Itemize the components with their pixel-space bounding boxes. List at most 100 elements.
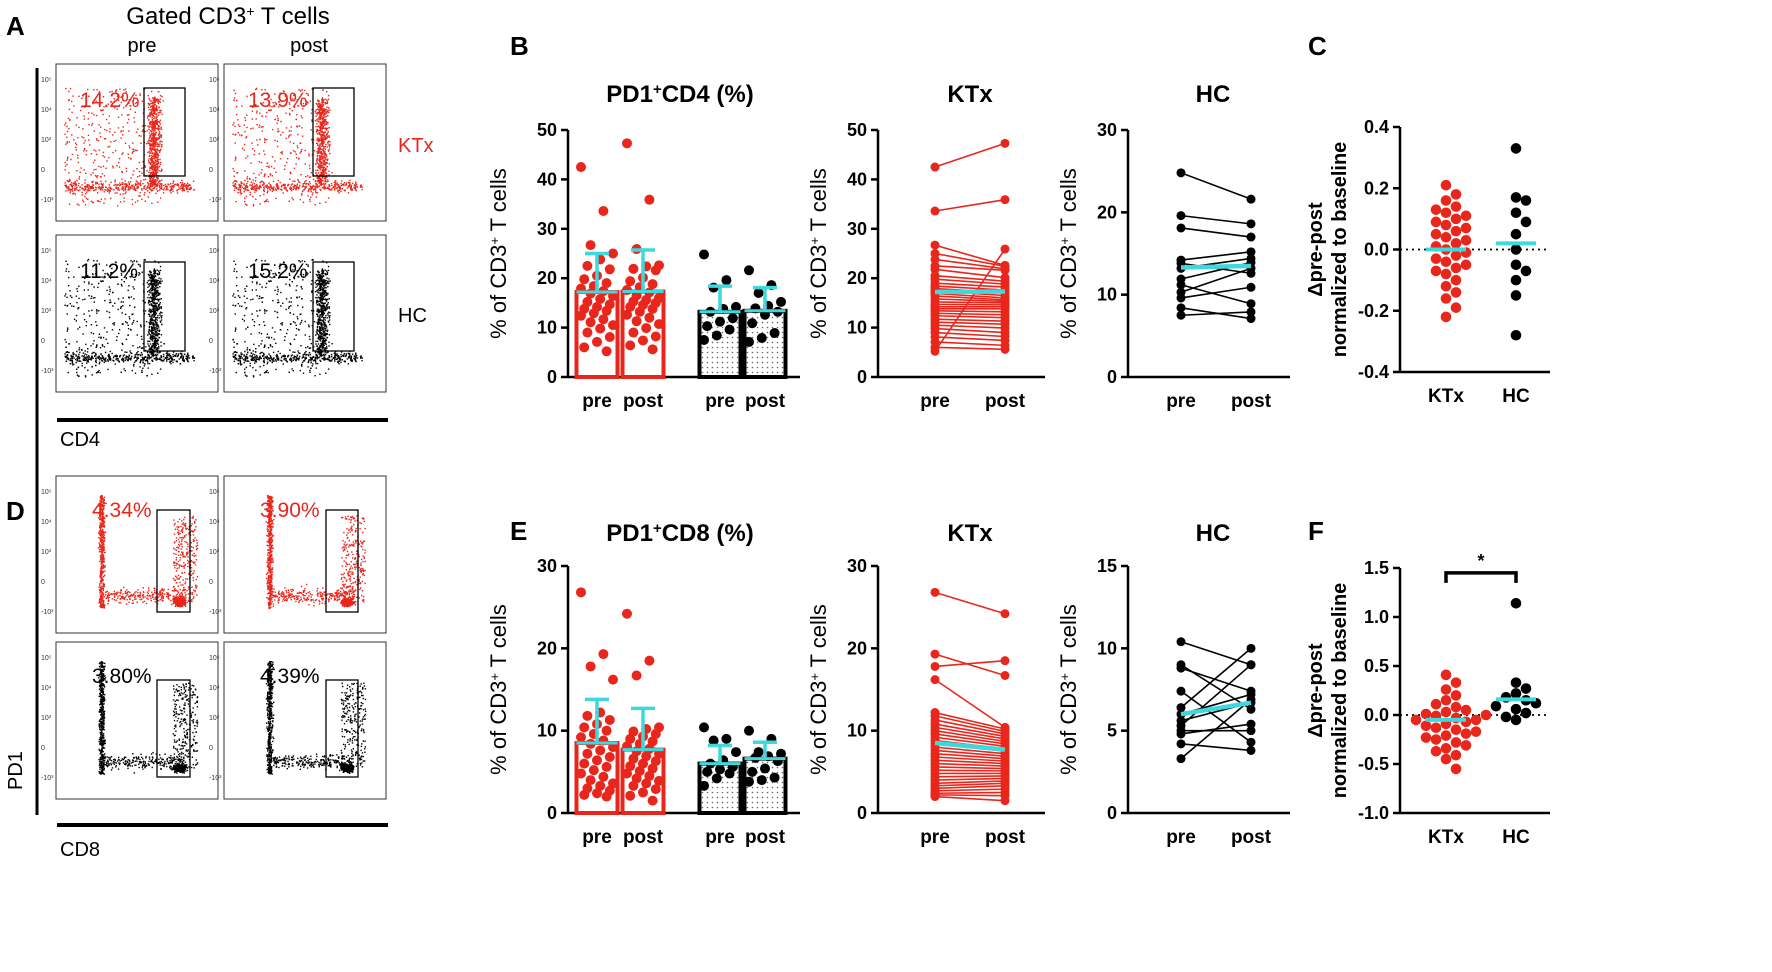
flow-gate: [156, 509, 191, 613]
flow-tick-label: 10³: [41, 715, 52, 722]
flow-y-label-pd1: PD1: [5, 751, 27, 790]
data-point: [715, 316, 725, 327]
data-point: [699, 780, 709, 791]
data-point: [930, 254, 940, 264]
data-point: [1450, 213, 1462, 225]
y-axis-label: Δpre-post normalized to baseline: [1305, 142, 1351, 358]
data-point: [702, 321, 713, 332]
data-point: [1000, 265, 1010, 275]
pair-line: [934, 252, 1006, 268]
y-tick-label: 30: [847, 219, 867, 239]
data-point: [1440, 706, 1452, 718]
data-point: [1176, 686, 1186, 696]
data-point: [1410, 714, 1422, 726]
y-tick-label: -0.4: [1358, 362, 1389, 382]
flow-tick-label: 10⁴: [209, 278, 220, 285]
data-point: [1450, 238, 1462, 249]
data-point: [1510, 677, 1522, 688]
data-point: [622, 138, 632, 149]
pair-line: [1180, 267, 1252, 293]
data-point: [654, 319, 664, 330]
data-point: [1450, 677, 1462, 688]
pair-line: [934, 321, 1006, 325]
flow-plot-frame: [55, 234, 219, 393]
data-point: [1176, 729, 1186, 739]
data-point: [647, 795, 658, 806]
data-point: [598, 206, 609, 217]
pair-line: [934, 723, 1006, 738]
data-point: [1440, 231, 1452, 243]
flow-tick-label: 10⁵: [209, 489, 220, 496]
pair-line: [934, 729, 1006, 743]
pair-line: [934, 324, 1006, 329]
x-tick-label: post: [745, 827, 786, 848]
data-point: [592, 788, 602, 799]
data-point: [1176, 663, 1186, 673]
x-tick-label: KTx: [1428, 827, 1464, 848]
flow-tick-label: -10³: [209, 197, 222, 204]
data-point: [1520, 216, 1532, 228]
data-point: [601, 791, 612, 802]
data-point: [699, 249, 709, 260]
data-point: [1450, 225, 1462, 237]
data-point: [1510, 688, 1522, 699]
chart-title: HC: [1196, 520, 1231, 547]
data-point: [1430, 216, 1442, 228]
data-point: [930, 346, 940, 356]
pair-line: [934, 312, 1006, 316]
data-point: [1520, 683, 1532, 694]
flow-tick-label: 10³: [41, 137, 52, 144]
flow-tick-label: 10⁴: [41, 107, 52, 114]
data-point: [769, 772, 780, 783]
y-tick-label: 50: [847, 120, 867, 140]
pair-line: [934, 782, 1006, 787]
data-point: [1000, 195, 1010, 205]
data-point: [930, 240, 940, 250]
flow-plot-cd4-ktx-pre: 14.2% 10⁵ 10⁴ 10³ 0 -10³: [41, 63, 219, 222]
pair-line: [934, 346, 1006, 351]
flow-gate-percentage: 15.2%: [248, 260, 308, 283]
data-point: [1430, 734, 1442, 745]
chart-E-hc: HC % of CD3+ T cells 0 5 10 15 pre post: [1056, 520, 1290, 848]
data-point: [634, 306, 645, 317]
data-point: [930, 675, 940, 685]
y-tick-label: 15: [1097, 556, 1117, 576]
flow-gate-percentage: 4.39%: [260, 665, 320, 688]
data-point: [1440, 293, 1452, 304]
flow-gate-percentage: 3.90%: [260, 499, 320, 522]
data-point: [1510, 329, 1522, 341]
data-point: [1176, 223, 1186, 233]
flow-tick-label: -10³: [41, 775, 54, 782]
data-point: [592, 755, 602, 766]
flow-tick-label: 10⁴: [41, 519, 52, 526]
flow-tick-label: 10⁵: [41, 248, 52, 255]
pair-line: [934, 756, 1006, 762]
x-tick-label: pre: [1166, 827, 1196, 848]
pair-line: [1180, 640, 1252, 666]
data-point: [1510, 274, 1522, 286]
data-point: [608, 674, 618, 685]
x-tick-label: pre: [705, 391, 735, 412]
flow-tick-label: 0: [209, 579, 213, 586]
data-point: [1490, 700, 1502, 712]
data-point: [1246, 194, 1256, 204]
y-axis-label: % of CD3+ T cells: [486, 168, 511, 339]
data-point: [601, 346, 612, 357]
data-point: [1440, 311, 1452, 323]
data-point: [650, 331, 661, 342]
pair-line: [934, 780, 1006, 785]
flow-gate-percentage: 3.80%: [92, 665, 152, 688]
data-point: [727, 313, 738, 324]
data-point: [930, 162, 940, 172]
pair-line: [934, 711, 1006, 730]
y-tick-label: 0: [547, 367, 557, 387]
data-point: [588, 765, 599, 776]
data-point: [756, 775, 767, 786]
significance-bracket: [1444, 571, 1518, 583]
data-point: [1440, 730, 1452, 741]
data-point: [776, 296, 786, 307]
data-point: [747, 318, 758, 329]
x-tick-label: pre: [582, 391, 612, 412]
flow-tick-label: 10³: [209, 137, 220, 144]
